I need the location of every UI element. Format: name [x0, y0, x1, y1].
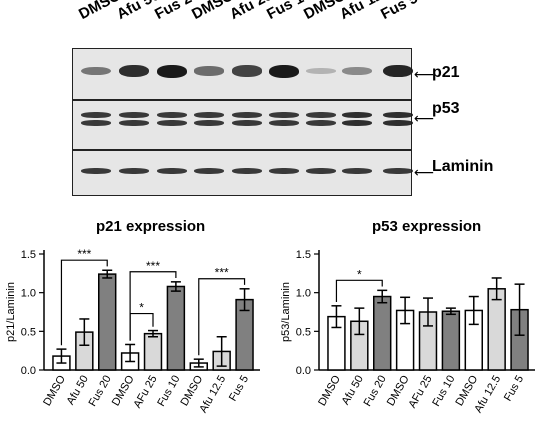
x-tick-label: Fus 5: [502, 374, 526, 404]
significance-bracket: [198, 278, 246, 356]
blot-panel-laminin: [72, 150, 413, 196]
blot-band: [232, 168, 262, 174]
y-axis-label: p21/Laminin: [5, 282, 17, 342]
blot-label-p53: p53: [432, 100, 460, 117]
x-tick-label: Fus 20: [362, 374, 389, 409]
y-axis-label: p53/Laminin: [280, 282, 292, 342]
bar: [441, 310, 461, 371]
blot-band: [232, 112, 262, 118]
blot-band: [306, 67, 336, 75]
blot-band: [383, 120, 413, 126]
significance-label: *: [357, 267, 362, 281]
blot-band: [81, 120, 111, 126]
blot-band: [81, 168, 111, 174]
blot-band: [119, 168, 149, 174]
significance-bracket: [60, 259, 108, 346]
blot-band: [342, 112, 372, 118]
blot-panel-p53: [72, 100, 413, 150]
arrow-icon: ⟵: [414, 66, 435, 82]
bar: [373, 295, 392, 371]
blot-panel-p21: [72, 48, 413, 100]
significance-label: *: [139, 301, 144, 315]
significance-label: ***: [77, 247, 91, 261]
bar: [98, 273, 117, 371]
x-tick-label: DMSO: [41, 373, 68, 408]
blot-band: [306, 120, 336, 126]
blot-band: [157, 112, 187, 118]
y-tick-label: 0.5: [21, 326, 36, 338]
blot-band: [194, 112, 224, 118]
blot-band: [81, 66, 111, 76]
blot-band: [306, 168, 336, 174]
blot-band: [194, 168, 224, 174]
blot-band: [342, 120, 372, 126]
chart-title-p53: p53 expression: [372, 218, 482, 235]
significance-bracket: [335, 279, 383, 302]
blot-band: [157, 120, 187, 126]
y-tick-label: 0.0: [296, 365, 311, 377]
blot-band: [119, 120, 149, 126]
blot-band: [157, 64, 187, 78]
y-tick-label: 1.5: [296, 249, 311, 261]
x-tick-label: Fus 20: [87, 374, 114, 409]
bar: [166, 285, 186, 371]
blot-band: [119, 112, 149, 118]
blot-band: [383, 112, 413, 118]
blot-band: [232, 65, 262, 77]
blot-band: [232, 120, 262, 126]
y-tick-label: 0.0: [21, 365, 36, 377]
blot-band: [342, 168, 372, 174]
arrow-icon: ⟵: [414, 110, 435, 126]
bar: [143, 332, 163, 371]
lane-label: Fus 5: [378, 0, 421, 23]
significance-label: ***: [146, 259, 160, 273]
blot-band: [81, 112, 111, 118]
blot-label-p21: p21: [432, 64, 460, 81]
y-tick-label: 1.0: [21, 288, 36, 300]
blot-band: [157, 168, 187, 174]
chart-title-p21: p21 expression: [96, 218, 206, 235]
y-tick-label: 1.0: [296, 288, 311, 300]
blot-band: [269, 64, 299, 78]
blot-label-laminin: Laminin: [432, 158, 494, 175]
x-tick-label: Fus 10: [155, 374, 182, 409]
arrow-icon: ⟵: [414, 164, 435, 180]
y-tick-label: 0.5: [296, 326, 311, 338]
bar: [487, 288, 506, 371]
significance-label: ***: [215, 266, 229, 280]
blot-band: [194, 66, 224, 76]
blot-band: [306, 112, 336, 118]
blot-band: [269, 112, 299, 118]
blot-band: [383, 168, 413, 174]
x-tick-label: Fus 5: [227, 374, 251, 404]
x-tick-label: DMSO: [316, 373, 343, 408]
x-tick-label: Fus 10: [430, 374, 457, 409]
blot-band: [119, 64, 149, 78]
blot-band: [269, 120, 299, 126]
blot-band: [194, 120, 224, 126]
blot-band: [383, 64, 413, 78]
significance-bracket: [129, 271, 177, 341]
y-tick-label: 1.5: [21, 249, 36, 261]
blot-band: [269, 168, 299, 174]
blot-band: [342, 66, 372, 76]
